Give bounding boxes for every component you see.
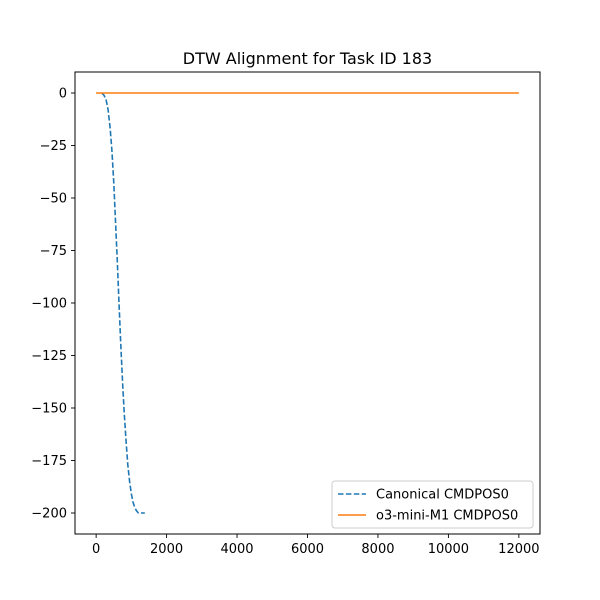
x-tick-label: 10000 — [428, 542, 469, 557]
legend-label-0: Canonical CMDPOS0 — [376, 488, 509, 503]
y-axis: 0 −25 −50 −75 −100 −125 −150 −175 −200 — [31, 87, 75, 522]
legend-box — [331, 480, 534, 529]
y-tick-label: −200 — [31, 507, 67, 522]
x-tick-label: 8000 — [361, 542, 394, 557]
chart-title: DTW Alignment for Task ID 183 — [183, 49, 432, 68]
x-tick-label: 0 — [92, 542, 100, 557]
y-tick-label: −25 — [40, 139, 67, 154]
x-tick-label: 6000 — [291, 542, 324, 557]
series-line-0 — [101, 92, 145, 514]
y-tick-label: −100 — [31, 297, 67, 312]
legend: Canonical CMDPOS0 o3-mini-M1 CMDPOS0 — [331, 480, 534, 529]
x-tick-label: 12000 — [498, 542, 539, 557]
x-tick-label: 4000 — [220, 542, 253, 557]
y-tick-label: −125 — [31, 349, 67, 364]
y-tick-label: −150 — [31, 402, 67, 417]
plot-series — [96, 92, 519, 514]
x-axis: 0 2000 4000 6000 8000 10000 12000 — [92, 534, 540, 557]
x-tick-label: 2000 — [150, 542, 183, 557]
y-tick-label: 0 — [59, 87, 67, 102]
legend-label-1: o3-mini-M1 CMDPOS0 — [376, 509, 518, 524]
y-tick-label: −75 — [40, 244, 67, 259]
y-tick-label: −175 — [31, 454, 67, 469]
y-tick-label: −50 — [40, 192, 67, 207]
